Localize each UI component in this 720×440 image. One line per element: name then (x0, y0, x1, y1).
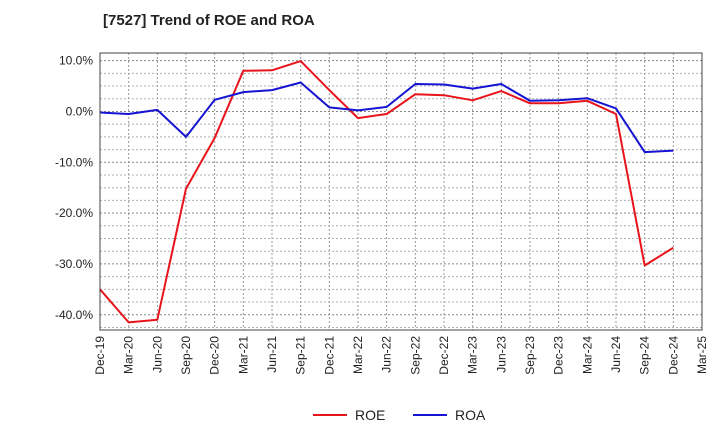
legend-label-roa: ROA (455, 407, 486, 423)
grid-layer (100, 53, 702, 330)
y-tick-label: 10.0% (59, 54, 93, 68)
series-line-roa (99, 81, 674, 154)
x-tick-label: Jun-24 (609, 336, 623, 373)
x-tick-label: Dec-22 (437, 336, 451, 375)
y-tick-label: -30.0% (55, 257, 93, 271)
x-tick-label: Mar-21 (236, 336, 250, 374)
x-tick-label: Dec-21 (322, 336, 336, 375)
x-tick-label: Sep-24 (638, 336, 652, 375)
series-line-roe (99, 60, 674, 324)
x-tick-label: Jun-21 (265, 336, 279, 373)
x-tick-label: Sep-22 (408, 336, 422, 375)
x-tick-label: Dec-24 (666, 336, 680, 375)
legend: ROE ROA (313, 407, 486, 423)
x-tick-label: Sep-21 (294, 336, 308, 375)
x-tick-label: Jun-20 (150, 336, 164, 373)
y-tick-label: -40.0% (55, 308, 93, 322)
y-tick-label: -20.0% (55, 206, 93, 220)
x-tick-label: Jun-22 (380, 336, 394, 373)
x-tick-label: Mar-25 (695, 336, 709, 374)
y-tick-label: -10.0% (55, 155, 93, 169)
x-tick-label: Dec-23 (552, 336, 566, 375)
plot-frame (99, 52, 703, 331)
y-tick-label: 0.0% (66, 104, 94, 118)
legend-label-roe: ROE (355, 407, 385, 423)
x-tick-label: Sep-23 (523, 336, 537, 375)
x-axis-ticks: Dec-19 Mar-20 Jun-20 Sep-20 Dec-20 Mar-21 Jun-… (93, 336, 709, 375)
x-tick-label: Sep-20 (179, 336, 193, 375)
y-axis-ticks: 10.0% 0.0% -10.0% -20.0% -30.0% -40.0% (55, 54, 93, 322)
x-tick-label: Jun-23 (494, 336, 508, 373)
x-tick-label: Mar-23 (466, 336, 480, 374)
x-tick-label: Dec-20 (208, 336, 222, 375)
x-tick-label: Dec-19 (93, 336, 107, 375)
x-tick-label: Mar-24 (580, 336, 594, 374)
chart-title: [7527] Trend of ROE and ROA (103, 12, 315, 29)
x-tick-label: Mar-20 (122, 336, 136, 374)
series-layer (99, 60, 674, 324)
x-tick-label: Mar-22 (351, 336, 365, 374)
